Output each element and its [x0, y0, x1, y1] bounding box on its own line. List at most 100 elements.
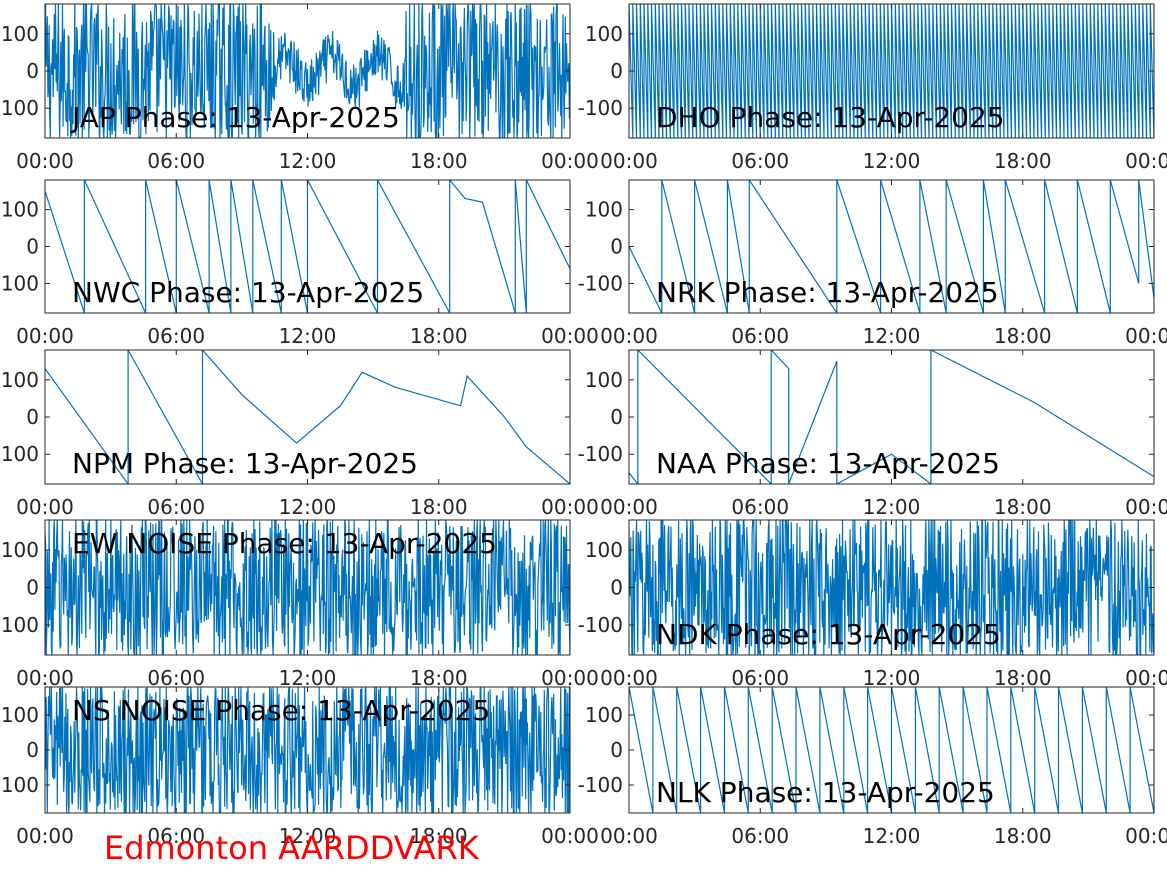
- x-tick-label: 06:00: [731, 495, 789, 519]
- x-tick-label: 06:00: [731, 149, 789, 173]
- x-tick-label: 12:00: [279, 495, 337, 519]
- panel-6: 100 0 -100 00:00 06:00 12:00 18:00 00:00 EW NOIS…: [0, 519, 599, 690]
- x-tick-label: 06:00: [731, 824, 789, 848]
- series-line: [45, 520, 570, 655]
- panel-1: 100 0 -100 00:00 06:00 12:00 18:00 00:00 DHO Pha…: [578, 3, 1167, 173]
- x-tick-label: 06:00: [147, 666, 205, 690]
- x-tick-label: 00:00: [600, 324, 658, 348]
- y-tick-label: 0: [26, 576, 39, 600]
- x-tick-label: 06:00: [147, 495, 205, 519]
- y-tick-label: -100: [0, 96, 39, 120]
- panel-title: NAA Phase: 13-Apr-2025: [656, 447, 1000, 480]
- panel-8: 100 0 -100 00:00 06:00 12:00 18:00 00:00 NS NOIS…: [0, 686, 599, 848]
- series-line: [629, 180, 1154, 313]
- y-tick-label: 0: [610, 59, 623, 83]
- series-line: [629, 520, 1154, 655]
- y-tick-label: 100: [1, 368, 39, 392]
- x-tick-label: 00:00: [541, 824, 599, 848]
- y-tick-label: -100: [578, 271, 623, 295]
- x-tick-label: 12:00: [863, 495, 921, 519]
- x-tick-label: 00:00: [1125, 495, 1167, 519]
- panel-title: EW NOISE Phase: 13-Apr-2025: [72, 527, 497, 560]
- x-tick-label: 00:00: [600, 495, 658, 519]
- panel-title: NWC Phase: 13-Apr-2025: [72, 276, 424, 309]
- series-line: [45, 350, 570, 484]
- x-tick-label: 00:00: [600, 149, 658, 173]
- x-tick-label: 00:00: [541, 495, 599, 519]
- x-tick-label: 06:00: [147, 324, 205, 348]
- x-tick-label: 12:00: [279, 324, 337, 348]
- x-tick-label: 00:00: [1125, 666, 1167, 690]
- panel-title: NDK Phase: 13-Apr-2025: [656, 618, 1001, 651]
- series-line: [45, 687, 570, 813]
- x-tick-label: 12:00: [279, 666, 337, 690]
- x-tick-label: 12:00: [863, 149, 921, 173]
- series-line: [629, 350, 1154, 484]
- y-tick-label: -100: [0, 271, 39, 295]
- x-tick-label: 00:00: [16, 324, 74, 348]
- x-tick-label: 18:00: [410, 324, 468, 348]
- series-line: [45, 180, 570, 313]
- y-tick-label: 0: [610, 576, 623, 600]
- y-tick-label: 0: [26, 235, 39, 259]
- x-tick-label: 18:00: [410, 149, 468, 173]
- x-tick-label: 00:00: [541, 324, 599, 348]
- x-tick-label: 18:00: [994, 824, 1052, 848]
- y-tick-label: -100: [0, 773, 39, 797]
- x-tick-label: 18:00: [410, 666, 468, 690]
- x-tick-label: 00:00: [600, 666, 658, 690]
- x-tick-label: 00:00: [1125, 324, 1167, 348]
- panel-7: 100 0 -100 00:00 06:00 12:00 18:00 00:00 NDK Pha…: [578, 519, 1167, 690]
- x-tick-label: 06:00: [731, 666, 789, 690]
- y-tick-label: 100: [585, 703, 623, 727]
- x-tick-label: 00:00: [1125, 149, 1167, 173]
- x-tick-label: 18:00: [410, 824, 468, 848]
- x-tick-label: 18:00: [410, 495, 468, 519]
- x-tick-label: 00:00: [541, 149, 599, 173]
- panel-5: 100 0 -100 00:00 06:00 12:00 18:00 00:00 NAA Pha…: [578, 349, 1167, 519]
- x-tick-label: 18:00: [994, 149, 1052, 173]
- x-tick-label: 12:00: [863, 824, 921, 848]
- panel-title: DHO Phase: 13-Apr-2025: [656, 101, 1005, 134]
- y-tick-label: 0: [610, 405, 623, 429]
- panel-9: 100 0 -100 00:00 06:00 12:00 18:00 00:00 NLK Pha…: [578, 686, 1167, 848]
- y-tick-label: -100: [578, 613, 623, 637]
- panel-title: NS NOISE Phase: 13-Apr-2025: [72, 694, 490, 727]
- y-tick-label: 100: [1, 22, 39, 46]
- x-tick-label: 06:00: [147, 149, 205, 173]
- panel-4: 100 0 -100 00:00 06:00 12:00 18:00 00:00 NPM Pha…: [0, 349, 599, 519]
- series-line: [45, 4, 570, 138]
- y-tick-label: -100: [578, 773, 623, 797]
- station-caption: Edmonton AARDDVARK: [104, 829, 480, 867]
- x-tick-label: 12:00: [279, 149, 337, 173]
- y-tick-label: -100: [578, 442, 623, 466]
- y-tick-label: -100: [0, 613, 39, 637]
- x-tick-label: 12:00: [863, 666, 921, 690]
- y-tick-label: 0: [26, 405, 39, 429]
- x-tick-label: 18:00: [994, 324, 1052, 348]
- x-tick-label: 00:00: [16, 666, 74, 690]
- x-tick-label: 00:00: [16, 824, 74, 848]
- x-tick-label: 12:00: [863, 324, 921, 348]
- x-tick-label: 00:00: [1125, 824, 1167, 848]
- x-tick-label: 12:00: [279, 824, 337, 848]
- x-tick-label: 06:00: [731, 324, 789, 348]
- panel-2: 100 0 -100 00:00 06:00 12:00 18:00 00:00 NWC Pha…: [0, 179, 599, 348]
- panel-title: NLK Phase: 13-Apr-2025: [656, 776, 995, 809]
- y-tick-label: 100: [1, 703, 39, 727]
- panel-3: 100 0 -100 00:00 06:00 12:00 18:00 00:00 NRK Pha…: [578, 179, 1167, 348]
- y-tick-label: 100: [585, 22, 623, 46]
- x-tick-label: 00:00: [16, 495, 74, 519]
- panel-title: NRK Phase: 13-Apr-2025: [656, 276, 999, 309]
- panel-0: 100 0 -100 00:00 06:00 12:00 18:00 00:00 JAP Pha…: [0, 3, 599, 173]
- y-tick-label: 0: [26, 59, 39, 83]
- series-line: [629, 687, 1154, 813]
- panel-title: JAP Phase: 13-Apr-2025: [70, 101, 400, 134]
- x-tick-label: 18:00: [994, 495, 1052, 519]
- y-tick-label: 100: [585, 368, 623, 392]
- y-tick-label: -100: [0, 442, 39, 466]
- y-tick-label: 0: [26, 738, 39, 762]
- y-tick-label: 100: [585, 198, 623, 222]
- y-tick-label: 100: [585, 538, 623, 562]
